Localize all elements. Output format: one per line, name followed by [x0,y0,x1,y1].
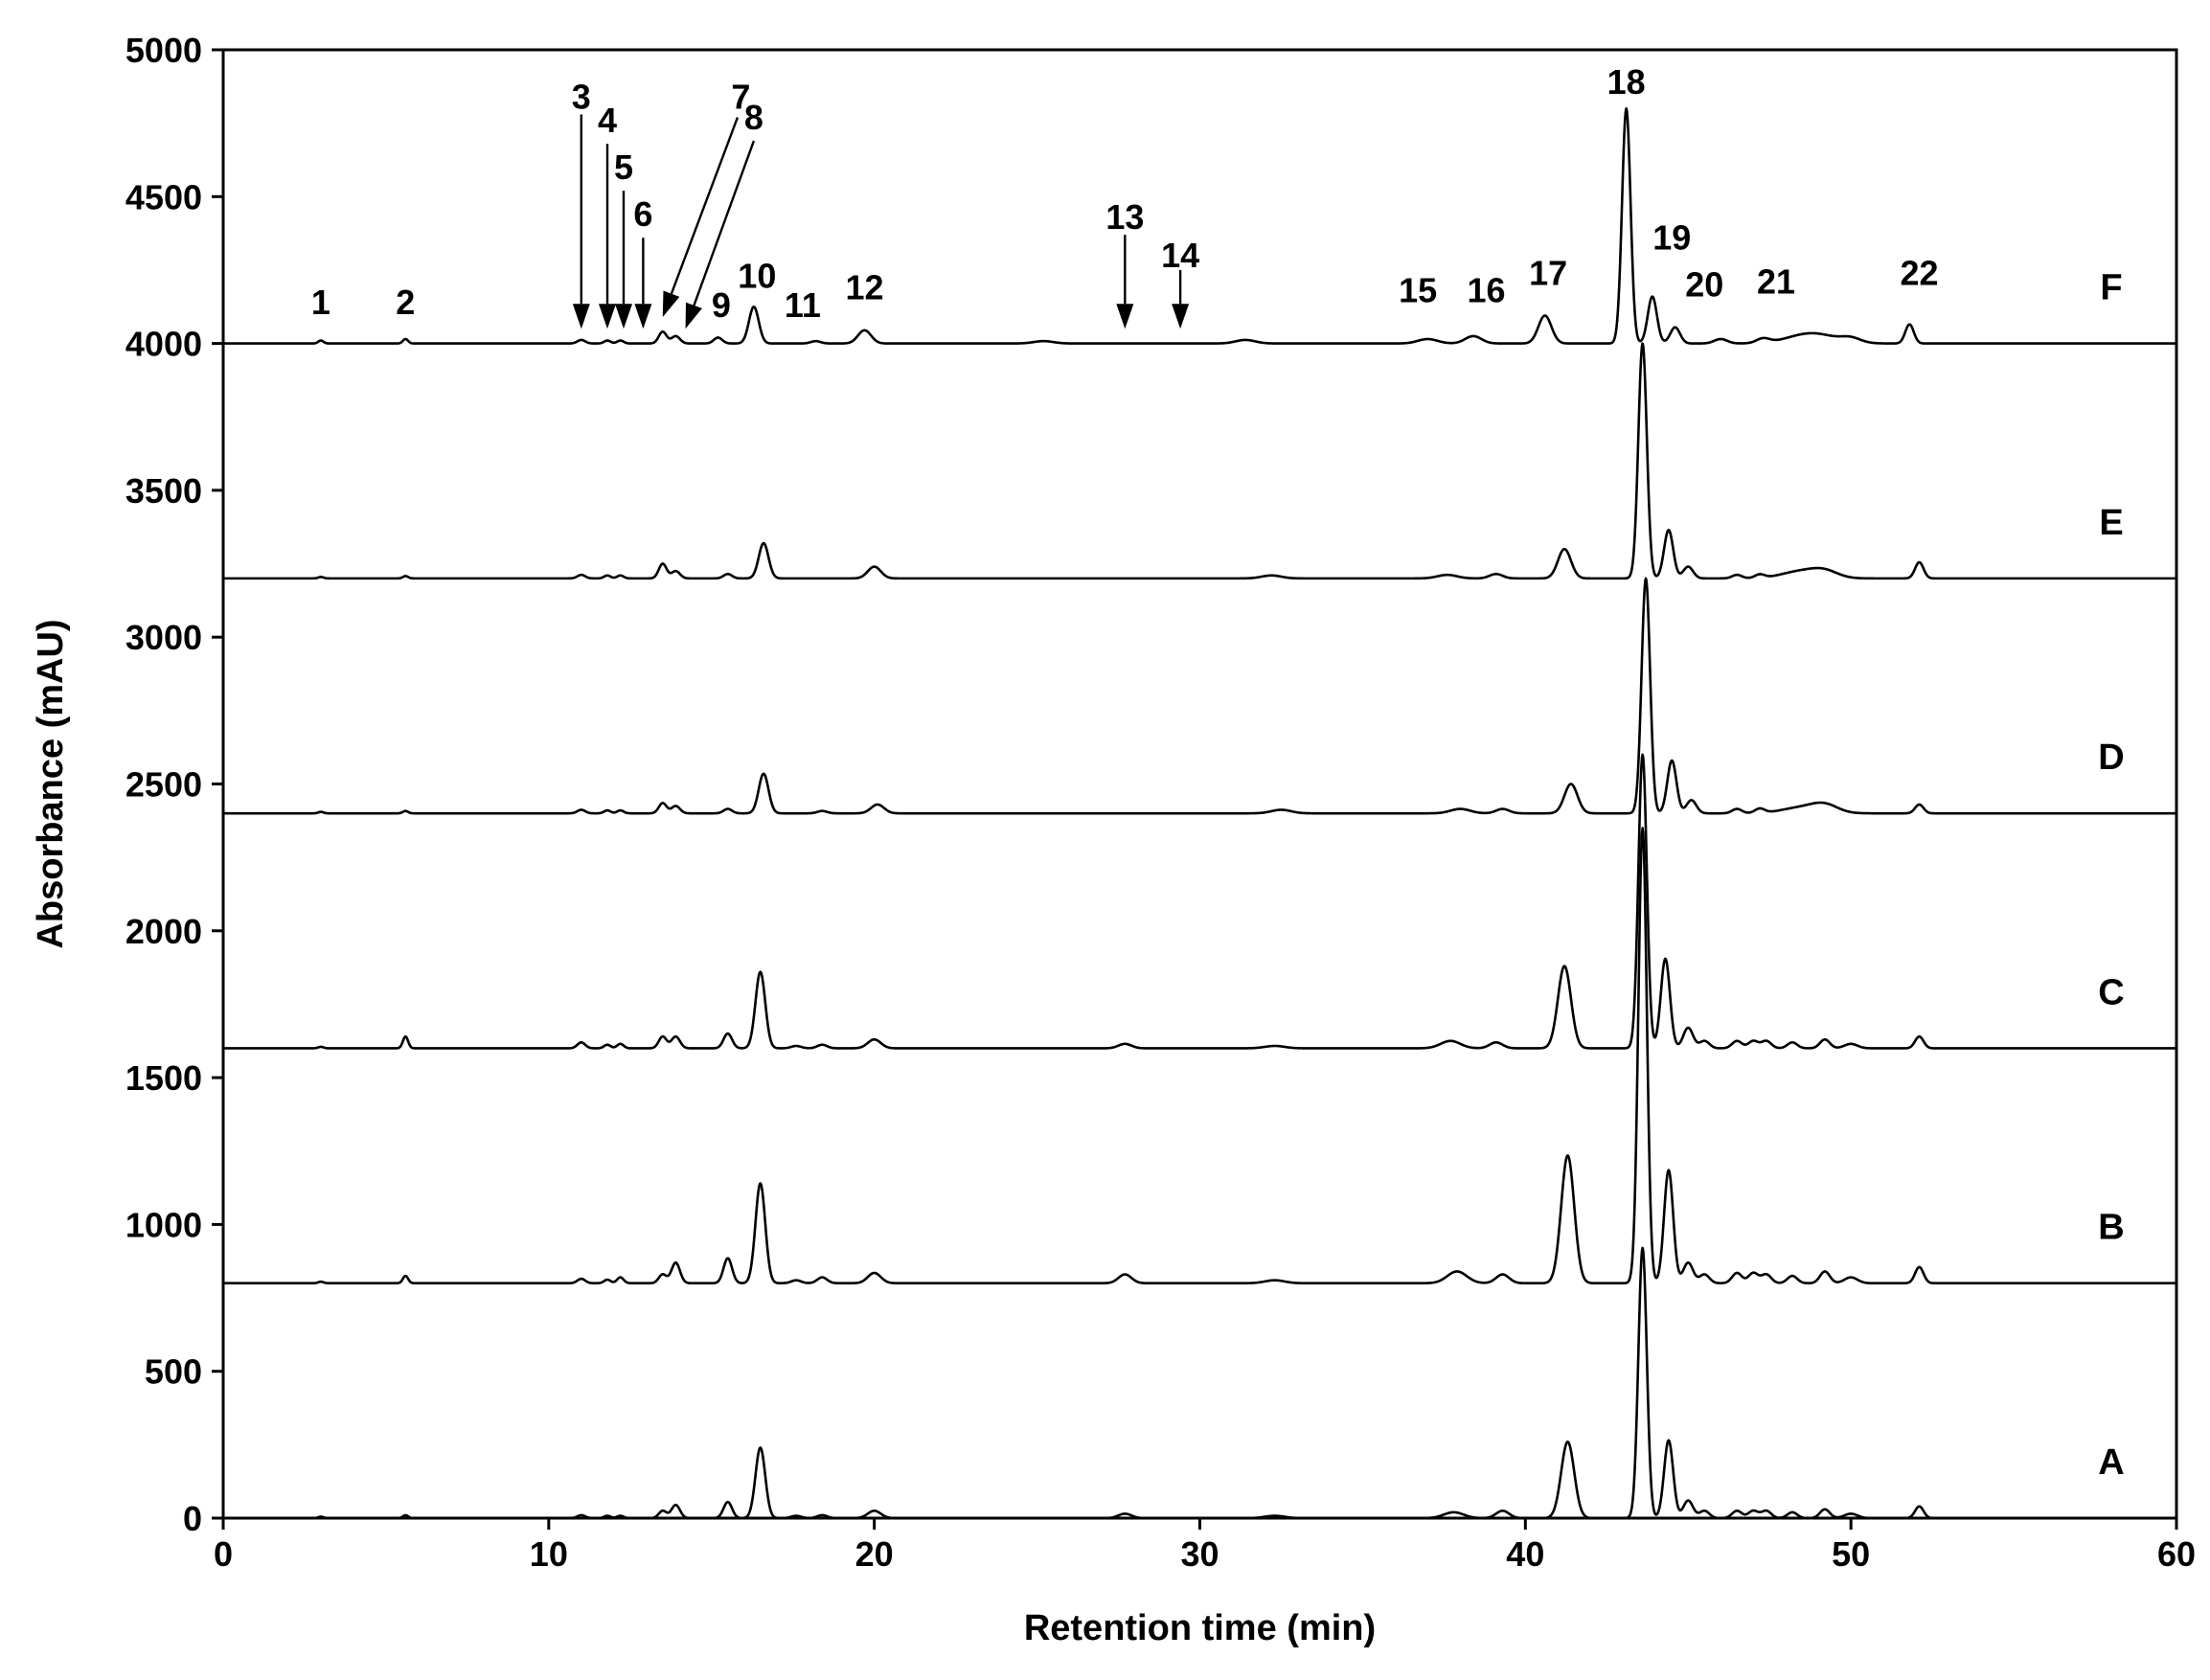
trace-line-f [222,107,2177,345]
peak-label: 10 [738,256,776,295]
y-tick-label: 3000 [125,618,202,657]
peak-label: 11 [785,285,821,325]
trace-label-a: A [2098,1442,2124,1483]
annotation-arrow-head [599,304,616,329]
peak-label: 16 [1468,271,1506,310]
peak-label: 19 [1652,217,1691,257]
peak-label: 4 [598,101,617,140]
trace-line-e [222,342,2177,580]
annotation-arrow-head [662,290,680,318]
peak-label: 15 [1399,271,1437,310]
trace-label-c: C [2098,972,2124,1012]
trace-labels-layer: A B C D E F [2098,268,2124,1483]
annotation-arrow-head [634,304,652,329]
peak-label: 22 [1901,253,1939,292]
x-tick-label: 0 [214,1534,233,1574]
y-tick-label: 1000 [125,1205,202,1244]
peak-label: 12 [845,268,883,307]
y-tick-label: 4500 [125,177,202,216]
x-tick-label: 20 [855,1534,894,1574]
peak-label: 14 [1161,236,1199,275]
peak-label: 3 [572,77,591,116]
trace-line-c [222,753,2177,1050]
peak-label: 9 [712,285,731,325]
y-tick-label: 5000 [125,31,202,70]
x-tick-label: 40 [1506,1534,1544,1574]
y-tick-label: 2000 [125,912,202,951]
peak-label: 7 [731,77,750,116]
annotation-arrow-head [1172,304,1190,329]
annotation-arrow-head [685,302,702,329]
arrows-layer [572,114,1190,329]
trace-label-e: E [2099,503,2123,543]
traces-layer [222,107,2177,1520]
peak-label: 13 [1105,197,1144,237]
x-tick-label: 60 [2157,1534,2196,1574]
y-tick-label: 0 [183,1499,202,1538]
y-tick-label: 4000 [125,325,202,364]
trace-line-d [222,577,2177,815]
trace-label-f: F [2100,268,2122,308]
axes-layer [221,48,2178,1520]
x-tick-label: 30 [1180,1534,1219,1574]
peak-label: 21 [1757,261,1795,301]
trace-line-b [222,827,2177,1285]
annotation-arrow-head [1116,304,1134,329]
peak-label: 17 [1529,253,1567,292]
trace-label-d: D [2098,738,2124,778]
y-tick-label: 1500 [125,1058,202,1098]
x-tick-label: 50 [1832,1534,1870,1574]
y-tick-label: 2500 [125,765,202,805]
trace-line-a [222,1246,2177,1520]
y-tick-label: 3500 [125,471,202,511]
trace-label-b: B [2098,1208,2124,1248]
peak-label: 20 [1685,265,1723,305]
annotation-arrow-line [670,117,740,295]
x-axis-title: Retention time (min) [1024,1608,1376,1648]
y-axis: 0 500 1000 1500 2000 2500 3000 3500 4000 4500 5000 [125,31,223,1538]
peak-label: 1 [311,283,330,322]
peak-label: 5 [614,148,633,187]
x-axis: 0 10 20 30 40 50 60 [214,1518,2196,1574]
peak-label: 18 [1607,62,1646,102]
peak-label: 6 [633,194,652,234]
annotation-arrow-head [572,304,590,329]
annotation-arrow-head [615,304,632,329]
y-tick-label: 500 [145,1352,202,1392]
peak-label: 8 [744,98,763,137]
y-axis-title: Absorbance (mAU) [31,619,71,948]
annotation-arrow-line [693,140,756,306]
x-tick-label: 10 [530,1534,568,1574]
plot-area-frame [221,48,2178,1520]
peak-label: 2 [396,283,415,322]
